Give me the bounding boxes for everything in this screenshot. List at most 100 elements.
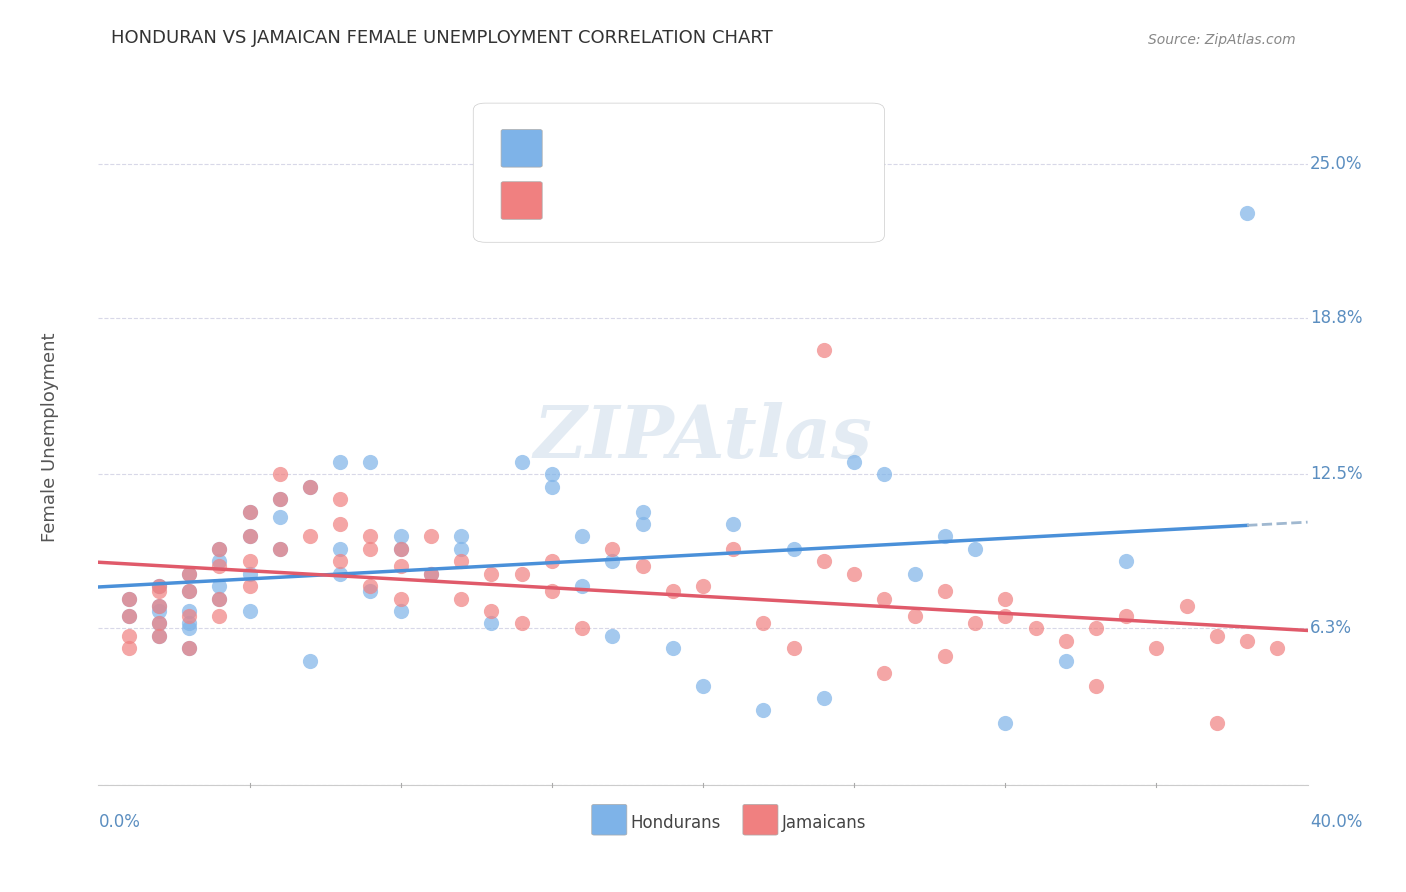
Point <box>1085 621 1108 635</box>
Point <box>1236 206 1258 220</box>
Text: 18.8%: 18.8% <box>1310 309 1362 326</box>
Point <box>239 566 262 581</box>
Point <box>208 541 231 556</box>
Text: 62: 62 <box>709 137 733 155</box>
Point <box>481 616 503 631</box>
Point <box>208 554 231 568</box>
Point <box>148 579 170 593</box>
Text: 75: 75 <box>709 192 733 210</box>
Point <box>481 604 503 618</box>
Point <box>179 616 201 631</box>
Text: 0.376: 0.376 <box>588 137 641 155</box>
Text: Source: ZipAtlas.com: Source: ZipAtlas.com <box>1147 34 1295 47</box>
Point <box>602 541 624 556</box>
Point <box>1054 654 1077 668</box>
Point <box>752 703 775 717</box>
Point <box>179 566 201 581</box>
Point <box>329 492 352 507</box>
Point <box>148 629 170 643</box>
Point <box>965 541 987 556</box>
Point <box>540 467 562 482</box>
Point <box>299 529 322 543</box>
Point <box>934 648 956 663</box>
Point <box>965 616 987 631</box>
Point <box>723 516 745 531</box>
Point <box>571 579 593 593</box>
Point <box>329 455 352 469</box>
FancyBboxPatch shape <box>501 129 543 167</box>
Point <box>661 584 683 599</box>
Text: Female Unemployment: Female Unemployment <box>41 333 59 541</box>
Point <box>481 566 503 581</box>
Point <box>783 641 806 656</box>
Point <box>602 629 624 643</box>
Text: HONDURAN VS JAMAICAN FEMALE UNEMPLOYMENT CORRELATION CHART: HONDURAN VS JAMAICAN FEMALE UNEMPLOYMENT… <box>111 29 772 47</box>
Point <box>1175 599 1198 613</box>
Point <box>329 541 352 556</box>
Point <box>360 584 382 599</box>
Point <box>1085 679 1108 693</box>
Point <box>360 579 382 593</box>
Point <box>994 591 1017 606</box>
Point <box>873 666 896 681</box>
Point <box>389 541 412 556</box>
FancyBboxPatch shape <box>474 103 884 243</box>
Point <box>1024 621 1046 635</box>
Point <box>1054 633 1077 648</box>
Point <box>179 641 201 656</box>
Point <box>299 654 322 668</box>
Point <box>873 467 896 482</box>
Point <box>239 529 262 543</box>
Point <box>208 541 231 556</box>
Point <box>813 554 835 568</box>
Point <box>148 599 170 613</box>
Text: N =: N = <box>648 137 696 155</box>
Point <box>1115 554 1137 568</box>
Point <box>118 609 141 624</box>
Point <box>179 641 201 656</box>
Point <box>389 529 412 543</box>
Point <box>1206 715 1229 730</box>
Text: Jamaicans: Jamaicans <box>782 814 866 832</box>
Point <box>269 541 291 556</box>
Point <box>239 505 262 519</box>
Point <box>934 584 956 599</box>
Point <box>1236 633 1258 648</box>
Point <box>631 516 654 531</box>
Point <box>994 715 1017 730</box>
Point <box>239 505 262 519</box>
Point <box>844 566 866 581</box>
Point <box>118 591 141 606</box>
Point <box>389 604 412 618</box>
Point <box>904 609 927 624</box>
Point <box>148 579 170 593</box>
Point <box>179 566 201 581</box>
Point <box>783 541 806 556</box>
FancyBboxPatch shape <box>592 805 627 835</box>
Text: 0.122: 0.122 <box>588 192 641 210</box>
Point <box>692 679 714 693</box>
Point <box>239 554 262 568</box>
Point <box>148 584 170 599</box>
Point <box>389 541 412 556</box>
Point <box>571 529 593 543</box>
Point <box>571 621 593 635</box>
Point <box>1115 609 1137 624</box>
Point <box>389 559 412 574</box>
Point <box>239 604 262 618</box>
Point <box>813 343 835 358</box>
Point <box>360 529 382 543</box>
Point <box>360 541 382 556</box>
Point <box>873 591 896 606</box>
Point <box>994 609 1017 624</box>
Point <box>269 492 291 507</box>
Point <box>269 467 291 482</box>
Text: R =: R = <box>551 192 588 210</box>
Point <box>148 599 170 613</box>
Point <box>360 455 382 469</box>
Point <box>420 566 443 581</box>
Text: 0.0%: 0.0% <box>98 813 141 830</box>
Point <box>510 616 533 631</box>
Point <box>631 559 654 574</box>
Point <box>179 584 201 599</box>
